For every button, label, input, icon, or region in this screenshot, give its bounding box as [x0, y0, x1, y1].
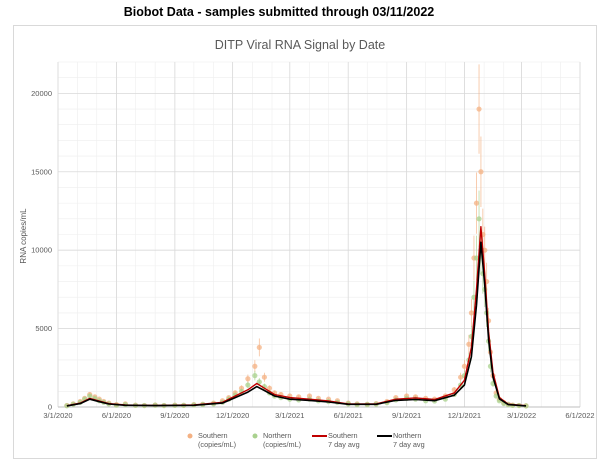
- x-tick-label: 12/1/2020: [216, 411, 249, 420]
- data-point: [478, 169, 484, 175]
- legend: Southern(copies/mL)Northern(copies/mL)So…: [187, 431, 425, 449]
- legend-label-line2: (copies/mL): [263, 440, 301, 449]
- data-point: [466, 341, 472, 347]
- x-tick-label: 6/1/2020: [102, 411, 131, 420]
- series-points-0: [64, 64, 529, 409]
- data-point: [523, 403, 529, 409]
- y-tick-label: 0: [48, 403, 52, 412]
- y-axis-label: RNA copies/mL: [19, 208, 28, 264]
- chart-frame: [13, 25, 597, 459]
- legend-label-line2: 7 day avg: [328, 440, 360, 449]
- chart-title: DITP Viral RNA Signal by Date: [215, 38, 385, 52]
- y-tick-label: 15000: [31, 167, 52, 176]
- legend-item-1: Northern(copies/mL): [252, 431, 301, 449]
- y-tick-label: 10000: [31, 246, 52, 255]
- data-point: [245, 382, 251, 388]
- grid: [57, 61, 581, 408]
- x-tick-label: 9/1/2020: [160, 411, 189, 420]
- y-tick-label: 20000: [31, 89, 52, 98]
- legend-label-line1: Northern: [263, 431, 291, 440]
- data-point: [252, 363, 258, 369]
- data-point: [473, 255, 480, 261]
- x-tick-label: 12/1/2021: [448, 411, 481, 420]
- legend-label-line1: Southern: [328, 431, 358, 440]
- data-point: [256, 379, 262, 385]
- legend-item-0: Southern(copies/mL): [187, 431, 236, 449]
- x-tick-label: 6/1/2022: [565, 411, 594, 420]
- legend-marker: [252, 433, 258, 439]
- x-tick-label: 9/1/2021: [392, 411, 421, 420]
- legend-marker: [187, 433, 193, 439]
- x-tick-label: 3/1/2020: [43, 411, 72, 420]
- x-tick-label: 3/1/2022: [507, 411, 536, 420]
- data-point: [261, 374, 267, 380]
- data-point: [266, 385, 273, 391]
- axes: 3/1/2020 6/1/2020 9/1/2020 12/1/2020 3/1/202…: [31, 89, 594, 420]
- series-layer: [64, 64, 529, 409]
- data-point: [256, 344, 262, 351]
- legend-label-line1: Southern: [198, 431, 228, 440]
- x-tick-label: 6/1/2021: [334, 411, 363, 420]
- data-point: [468, 310, 475, 316]
- legend-label-line1: Northern: [393, 431, 421, 440]
- x-tick-label: 3/1/2021: [275, 411, 304, 420]
- data-point: [87, 393, 93, 399]
- data-point: [461, 363, 468, 369]
- legend-label-line2: 7 day avg: [393, 440, 425, 449]
- page-header-text: Biobot Data - samples submitted through …: [123, 5, 435, 19]
- data-point: [245, 376, 251, 382]
- data-point: [476, 106, 482, 112]
- legend-label-line2: (copies/mL): [198, 440, 236, 449]
- series-line-3: [66, 241, 527, 407]
- data-point: [473, 200, 480, 206]
- y-tick-label: 5000: [35, 324, 52, 333]
- data-point: [476, 216, 482, 222]
- page-header: Biobot Data - samples submitted through …: [0, 3, 600, 21]
- data-point: [252, 373, 258, 379]
